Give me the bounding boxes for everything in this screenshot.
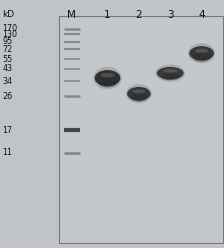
Ellipse shape [126, 84, 152, 103]
Text: 4: 4 [198, 10, 205, 20]
Ellipse shape [127, 87, 151, 101]
Ellipse shape [99, 79, 116, 87]
Text: 130: 130 [2, 30, 17, 39]
Ellipse shape [189, 46, 214, 61]
FancyBboxPatch shape [59, 16, 223, 243]
Text: 3: 3 [167, 10, 174, 20]
Ellipse shape [100, 73, 115, 77]
Text: 72: 72 [2, 45, 13, 54]
Text: 55: 55 [2, 55, 13, 63]
Ellipse shape [193, 54, 210, 62]
Ellipse shape [188, 43, 215, 63]
Ellipse shape [131, 94, 147, 102]
Ellipse shape [195, 49, 208, 53]
Text: 26: 26 [2, 92, 12, 101]
Text: 17: 17 [2, 126, 12, 135]
Ellipse shape [132, 89, 145, 93]
Text: M: M [67, 10, 76, 20]
Text: 43: 43 [2, 64, 12, 73]
Text: 2: 2 [136, 10, 142, 20]
Text: 34: 34 [2, 77, 12, 86]
Ellipse shape [155, 64, 185, 82]
Ellipse shape [161, 73, 180, 80]
Text: 1: 1 [104, 10, 111, 20]
Text: 11: 11 [2, 148, 12, 157]
Text: 170: 170 [2, 24, 17, 33]
Ellipse shape [93, 67, 122, 89]
Ellipse shape [163, 69, 178, 73]
Text: 95: 95 [2, 37, 13, 46]
Ellipse shape [95, 70, 121, 86]
Ellipse shape [157, 67, 184, 79]
Text: kD: kD [2, 10, 14, 19]
